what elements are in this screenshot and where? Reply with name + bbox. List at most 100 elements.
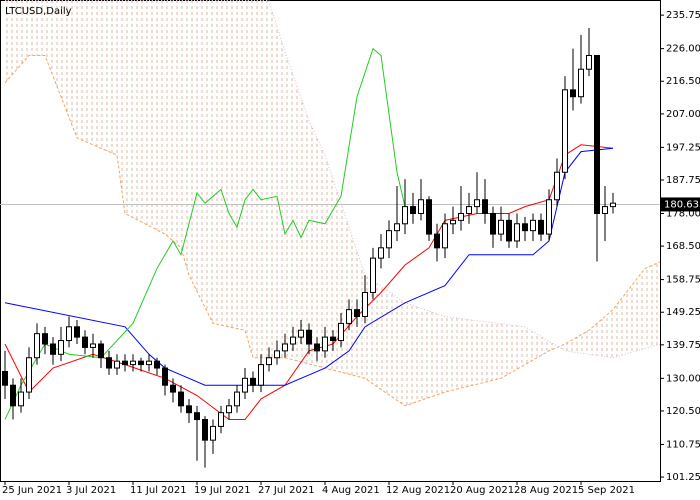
candle-body <box>50 343 56 355</box>
candle-body <box>530 219 536 232</box>
candle-body <box>34 333 40 359</box>
candle-body <box>74 326 80 338</box>
candle-body <box>306 329 312 345</box>
candle-body <box>218 412 224 427</box>
candle-body <box>138 360 144 366</box>
candle-body <box>250 377 256 386</box>
plot-frame <box>0 0 661 482</box>
indicator-line <box>5 0 660 359</box>
candle-body <box>570 89 576 98</box>
candle-body <box>234 391 240 407</box>
candle-body <box>538 219 544 235</box>
x-tick-label: 5 Sep 2021 <box>578 485 635 496</box>
candle-body <box>282 343 288 352</box>
candle-body <box>594 54 600 214</box>
candle-body <box>10 384 16 407</box>
candle-body <box>42 333 48 345</box>
x-tick-label: 28 Aug 2021 <box>514 485 578 496</box>
candle-body <box>578 68 584 98</box>
y-tick-label: 158.75 <box>666 275 700 286</box>
candle-body <box>242 377 248 393</box>
candle-body <box>274 350 280 359</box>
candle-body <box>154 360 160 369</box>
candle-body <box>210 425 216 441</box>
candle-body <box>170 384 176 393</box>
y-tick-label: 139.75 <box>666 340 700 351</box>
candle-body <box>610 202 616 208</box>
candle-body <box>90 343 96 348</box>
candle-body <box>122 360 128 366</box>
candle-body <box>402 206 408 225</box>
candle-body <box>322 336 328 352</box>
last-price-label: 180.63 <box>664 199 699 210</box>
y-tick-label: 226.00 <box>666 44 700 55</box>
chart-title: LTCUSD,Daily <box>5 6 72 17</box>
x-tick-label: 25 Jun 2021 <box>2 485 62 496</box>
candle-body <box>106 357 112 369</box>
candle-body <box>130 360 136 366</box>
y-tick-label: 149.25 <box>666 307 700 318</box>
x-tick-label: 11 Jul 2021 <box>130 485 187 496</box>
candle-body <box>490 212 496 235</box>
x-tick-label: 27 Jul 2021 <box>258 485 315 496</box>
candle-body <box>258 364 264 386</box>
candle-body <box>466 206 472 214</box>
y-tick-label: 178.00 <box>666 208 700 219</box>
candle-body <box>178 391 184 407</box>
candle-body <box>338 322 344 342</box>
candle-body <box>602 206 608 214</box>
candle-body <box>186 405 192 414</box>
y-tick-label: 101.25 <box>666 472 700 483</box>
candle-body <box>146 360 152 366</box>
x-tick-label: 3 Jul 2021 <box>66 485 116 496</box>
candle-body <box>514 223 520 242</box>
y-tick-label: 216.50 <box>666 76 700 87</box>
candle-body <box>58 340 64 355</box>
indicator-line <box>4 47 406 420</box>
candle-body <box>226 405 232 414</box>
candle-body <box>458 212 464 221</box>
y-tick-label: 197.25 <box>666 142 700 153</box>
candle-body <box>66 326 72 342</box>
candle-body <box>546 199 552 235</box>
candle-body <box>98 343 104 359</box>
candle-body <box>370 257 376 293</box>
y-tick-label: 235.75 <box>666 10 700 21</box>
candle-body <box>522 223 528 232</box>
candle-body <box>386 230 392 249</box>
candle-body <box>586 54 592 70</box>
candle-body <box>378 247 384 259</box>
x-tick-label: 19 Jul 2021 <box>194 485 251 496</box>
candle-body <box>362 291 368 318</box>
candle-body <box>18 391 24 407</box>
candle-body <box>330 336 336 342</box>
candle-body <box>410 206 416 214</box>
y-tick-label: 207.00 <box>666 109 700 120</box>
candle-body <box>194 412 200 421</box>
y-tick-label: 120.50 <box>666 406 700 417</box>
candle-body <box>114 360 120 369</box>
candle-body <box>346 309 352 324</box>
candle-body <box>82 336 88 348</box>
candle-body <box>506 219 512 242</box>
candle-body <box>418 199 424 214</box>
x-tick-label: 12 Aug 2021 <box>386 485 450 496</box>
x-tick-label: 4 Aug 2021 <box>322 485 380 496</box>
candle-body <box>426 199 432 235</box>
candle-body <box>202 419 208 441</box>
candle-body <box>2 370 8 386</box>
candle-body <box>314 343 320 352</box>
y-tick-label: 110.75 <box>666 439 700 450</box>
y-tick-label: 187.75 <box>666 175 700 186</box>
last-price-box <box>661 197 700 212</box>
candle-body <box>434 233 440 249</box>
candle-body <box>554 171 560 201</box>
candle-body <box>498 219 504 235</box>
candle-body <box>450 219 456 225</box>
plot-area <box>0 0 660 468</box>
candle-body <box>298 329 304 338</box>
candle-body <box>394 223 400 232</box>
candle-body <box>442 223 448 249</box>
candle-body <box>562 89 568 173</box>
